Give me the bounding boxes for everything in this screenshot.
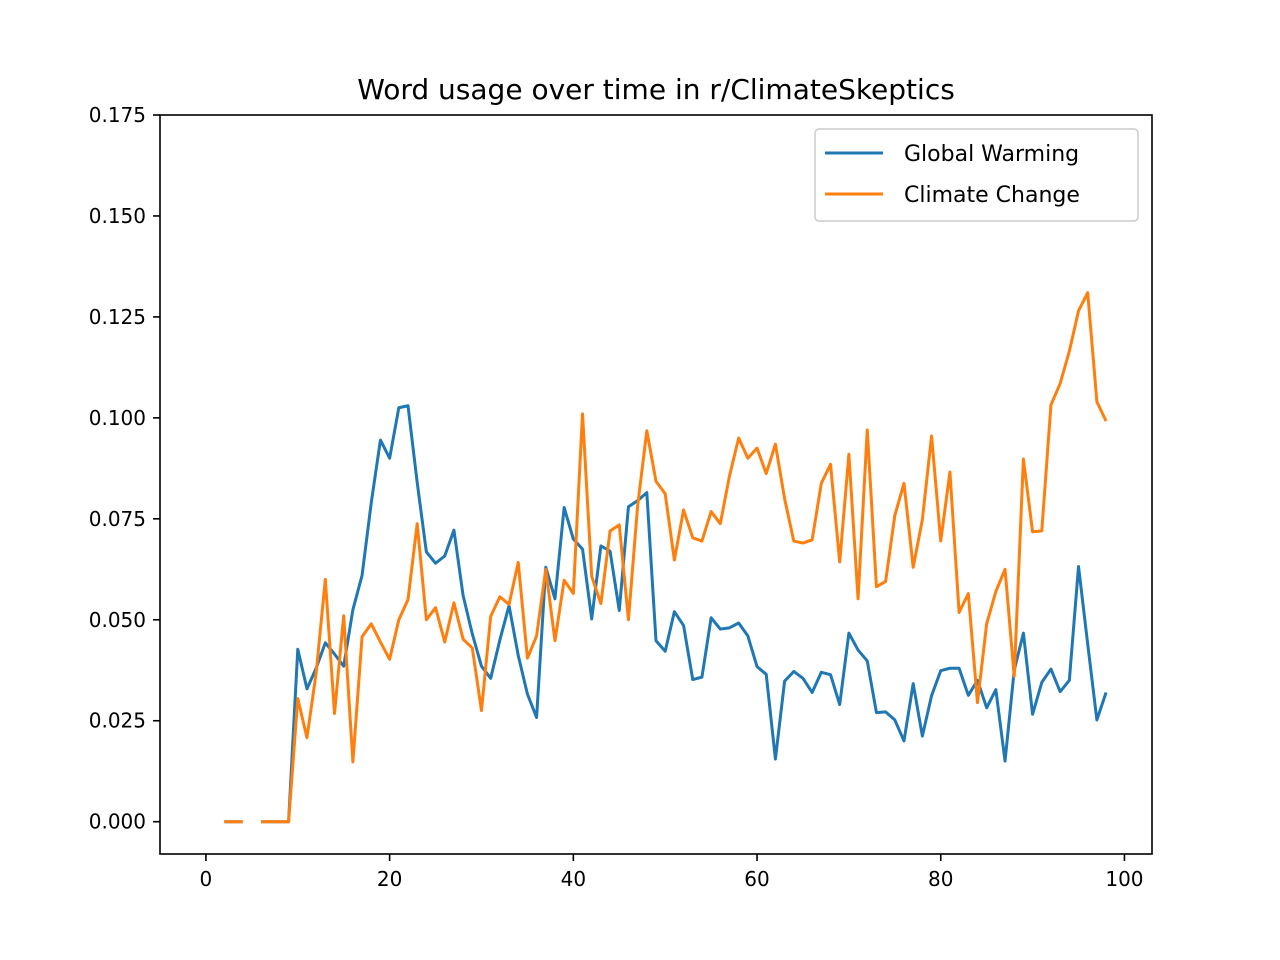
x-tick-label: 40 [561, 867, 586, 891]
y-tick-label: 0.100 [89, 406, 146, 430]
plot-frame [159, 114, 1153, 855]
series-climate-change [224, 291, 1108, 824]
x-tick-label: 60 [744, 867, 769, 891]
chart-title: Word usage over time in r/ClimateSkeptic… [357, 73, 955, 106]
y-tick-label: 0.150 [89, 204, 146, 228]
y-tick-label: 0.025 [89, 709, 146, 733]
x-tick-label: 20 [377, 867, 402, 891]
x-tick-label: 100 [1105, 867, 1143, 891]
y-tick-label: 0.175 [89, 103, 146, 127]
y-tick-label: 0.075 [89, 507, 146, 531]
axes-layer: 0 20 40 60 80 100 0.000 0.025 0.050 0.075 0.100 0.1… [89, 103, 1153, 891]
x-tick-label: 0 [200, 867, 213, 891]
x-tick-label: 80 [928, 867, 953, 891]
series-layer [224, 291, 1108, 824]
legend: Global Warming Climate Change [814, 128, 1139, 222]
series-line [224, 291, 1108, 824]
legend-box [814, 128, 1139, 222]
legend-label: Global Warming [904, 142, 1079, 167]
legend-label: Climate Change [904, 183, 1080, 208]
y-tick-label: 0.050 [89, 608, 146, 632]
y-tick-label: 0.125 [89, 305, 146, 329]
y-tick-label: 0.000 [89, 810, 146, 834]
